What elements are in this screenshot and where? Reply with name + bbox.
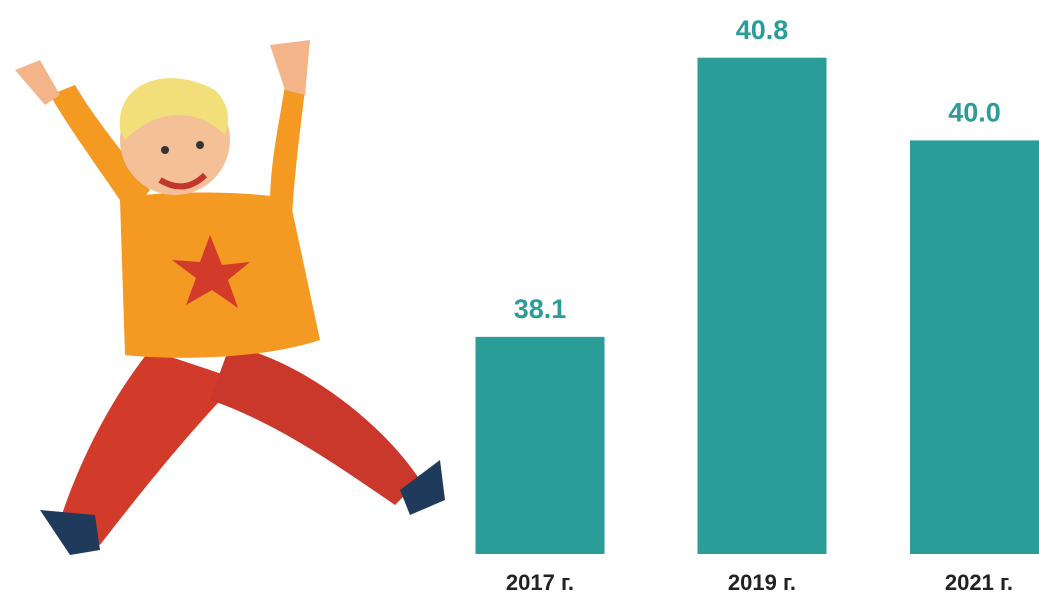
value-label: 38.1 bbox=[514, 294, 567, 324]
value-label: 40.8 bbox=[736, 15, 789, 45]
bar bbox=[910, 140, 1039, 554]
value-label: 40.0 bbox=[948, 98, 1001, 128]
boy-illustration bbox=[15, 40, 445, 555]
x-tick-label: 2019 г. bbox=[728, 570, 796, 595]
bar bbox=[698, 58, 827, 554]
chart: 2017 г. 38.1 2019 г. 40.8 2021 г. 40.0 bbox=[0, 0, 1039, 598]
page: 2017 г.38.12019 г.40.82021 г.40.0 (() =>… bbox=[0, 0, 1039, 598]
x-tick-label: 2017 г. bbox=[506, 570, 574, 595]
bar bbox=[476, 337, 605, 554]
x-tick-label: 2021 г. bbox=[945, 570, 1013, 595]
